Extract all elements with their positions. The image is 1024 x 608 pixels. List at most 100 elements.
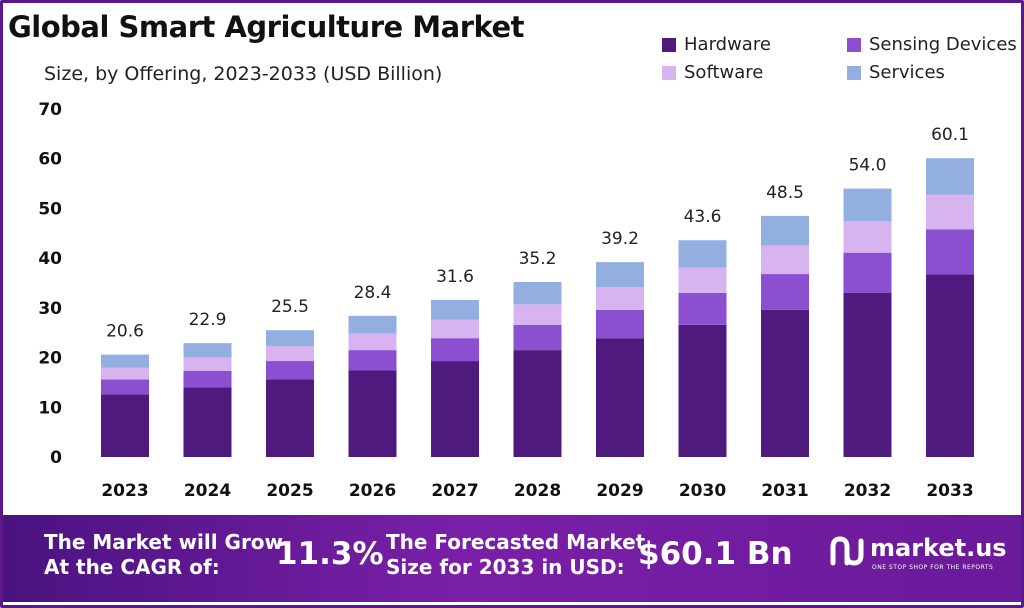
bar-segment-hardware <box>266 379 314 457</box>
chart-subtitle: Size, by Offering, 2023-2033 (USD Billio… <box>44 63 443 85</box>
cagr-value: 11.3% <box>276 536 384 572</box>
legend-item-hardware: Hardware <box>662 34 771 55</box>
y-tick-label: 20 <box>38 349 62 369</box>
bar-segment-hardware <box>926 274 974 457</box>
bar-segment-services <box>513 282 562 305</box>
bar-segment-hardware <box>761 309 809 457</box>
cagr-label-line1: The Market will Grow <box>44 530 284 554</box>
bar-total-label: 22.9 <box>189 310 227 330</box>
bar-segment-services <box>266 330 314 347</box>
bar-segment-software <box>266 346 314 362</box>
bar-segment-hardware <box>678 324 727 457</box>
bar-segment-services <box>101 354 149 368</box>
bar-segment-sensing-devices <box>101 379 149 395</box>
bar-segment-software <box>678 267 727 293</box>
bar-segment-sensing-devices <box>678 292 727 325</box>
bar-segment-software <box>926 194 974 230</box>
x-tick-label: 2032 <box>844 481 891 501</box>
x-tick-label: 2024 <box>184 481 231 501</box>
bar-segment-sensing-devices <box>431 338 479 362</box>
bar-segment-hardware <box>101 394 149 457</box>
x-tick-label: 2025 <box>266 481 313 501</box>
bar-segment-hardware <box>348 370 397 457</box>
bar-segment-sensing-devices <box>926 229 974 275</box>
bar-segment-services <box>431 299 479 320</box>
bar-segment-services <box>761 215 809 246</box>
cagr-label: The Market will Grow At the CAGR of: <box>44 530 283 580</box>
bar-total-label: 39.2 <box>601 229 639 249</box>
forecast-value: $60.1 Bn <box>638 536 793 572</box>
legend-item-software: Software <box>662 62 763 83</box>
brand-mark-icon <box>830 536 864 566</box>
bar-total-label: 35.2 <box>519 249 557 269</box>
bar-segment-sensing-devices <box>513 324 562 351</box>
x-tick-label: 2030 <box>679 481 726 501</box>
bar-segment-sensing-devices <box>843 252 892 293</box>
legend-label-sensing-devices: Sensing Devices <box>869 34 1017 55</box>
x-tick-label: 2031 <box>761 481 808 501</box>
bar-segment-software <box>101 367 149 380</box>
chart-title: Global Smart Agriculture Market <box>8 10 525 44</box>
summary-banner <box>3 515 1021 602</box>
legend-label-hardware: Hardware <box>684 34 771 55</box>
legend-item-sensing-devices: Sensing Devices <box>847 34 1017 55</box>
bar-segment-services <box>678 240 727 268</box>
y-tick-label: 50 <box>38 199 62 219</box>
legend-item-services: Services <box>847 62 945 83</box>
bar-segment-hardware <box>843 292 892 457</box>
y-tick-label: 60 <box>38 150 62 170</box>
bar-total-label: 48.5 <box>766 183 804 203</box>
bar-segment-hardware <box>183 387 232 457</box>
bar-segment-services <box>596 262 644 287</box>
bar-segment-software <box>596 286 644 310</box>
chart-legend: Hardware Sensing Devices Software Servic… <box>662 34 1022 94</box>
bar-segment-software <box>843 221 892 253</box>
x-tick-label: 2026 <box>349 481 396 501</box>
bar-segment-services <box>183 343 232 358</box>
bar-segment-sensing-devices <box>348 350 397 371</box>
bar-segment-software <box>183 357 232 371</box>
bar-total-label: 54.0 <box>849 156 887 176</box>
bar-segment-services <box>926 158 974 195</box>
bar-total-label: 20.6 <box>106 322 144 342</box>
brand-name: market.us <box>870 534 1007 562</box>
x-tick-label: 2029 <box>596 481 643 501</box>
bar-total-label: 25.5 <box>271 297 309 317</box>
x-tick-label: 2023 <box>101 481 148 501</box>
bar-segment-sensing-devices <box>266 361 314 380</box>
legend-swatch-sensing-devices <box>847 37 861 52</box>
bar-segment-software <box>761 245 809 275</box>
x-tick-label: 2027 <box>431 481 478 501</box>
bar-segment-hardware <box>596 338 644 457</box>
bar-segment-services <box>843 188 892 222</box>
bar-segment-software <box>431 319 479 339</box>
bar-segment-sensing-devices <box>183 370 232 388</box>
y-tick-label: 40 <box>38 249 62 269</box>
y-tick-label: 10 <box>38 398 62 418</box>
y-tick-label: 70 <box>38 100 62 120</box>
bar-segment-sensing-devices <box>596 309 644 339</box>
forecast-label: The Forecasted Market Size for 2033 in U… <box>386 530 645 580</box>
bar-segment-hardware <box>513 350 562 457</box>
bar-segment-software <box>513 304 562 325</box>
stacked-bar-chart: 01020304050607020.6202322.9202425.520252… <box>38 100 974 501</box>
x-tick-label: 2033 <box>926 481 973 501</box>
bar-segment-software <box>348 333 397 351</box>
cagr-label-line2: At the CAGR of: <box>44 555 220 579</box>
x-tick-label: 2028 <box>514 481 561 501</box>
legend-swatch-software <box>662 65 676 80</box>
bar-total-label: 60.1 <box>931 125 969 145</box>
bar-total-label: 28.4 <box>354 283 392 303</box>
forecast-label-line1: The Forecasted Market <box>386 530 646 554</box>
legend-swatch-services <box>847 65 861 80</box>
y-tick-label: 30 <box>38 299 62 319</box>
bar-total-label: 31.6 <box>436 267 474 287</box>
legend-label-services: Services <box>869 62 945 83</box>
legend-swatch-hardware <box>662 37 676 52</box>
bar-segment-services <box>348 315 397 334</box>
bar-total-label: 43.6 <box>684 207 722 227</box>
y-tick-label: 0 <box>50 448 62 468</box>
bar-segment-hardware <box>431 361 479 457</box>
legend-label-software: Software <box>684 62 764 83</box>
